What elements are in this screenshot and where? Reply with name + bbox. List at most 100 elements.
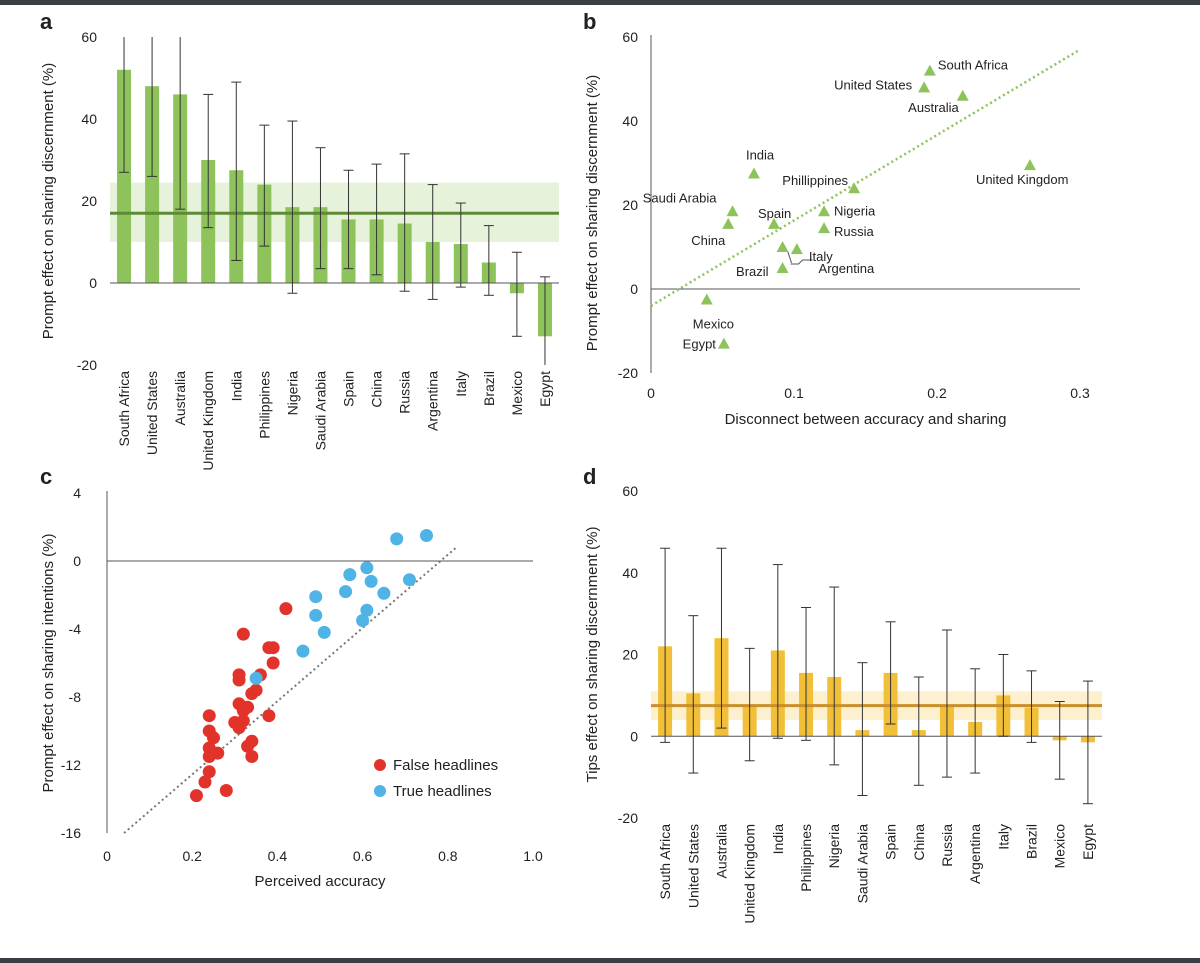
data-point — [309, 608, 323, 622]
error-bar-united-states — [147, 37, 158, 177]
error-bar-mexico — [511, 251, 522, 337]
point-china — [722, 217, 735, 229]
category-label-philippines: Philippines — [256, 371, 272, 439]
error-bar-nigeria — [829, 586, 840, 766]
trend-line — [123, 546, 457, 834]
y-tick-label: 0 — [73, 553, 81, 569]
y-tick-label: 20 — [622, 197, 638, 213]
data-point — [202, 709, 216, 723]
data-point — [219, 784, 233, 797]
category-label-india: India — [228, 371, 244, 402]
y-tick-label: -4 — [69, 621, 82, 637]
point-label-brazil: Brazil — [736, 264, 769, 279]
x-tick-label: 0.2 — [927, 385, 947, 401]
panel-a: -20 0 20 40 60 South Africa United States Austr… — [40, 29, 559, 471]
error-bar-spain — [343, 169, 354, 270]
data-point — [309, 590, 323, 604]
y-tick-label: -20 — [77, 357, 97, 373]
y-tick-label: -20 — [618, 365, 638, 381]
x-tick-label: 0.6 — [353, 848, 373, 864]
panel-c: -16 -12 -8 -4 0 4 0 0.2 0.4 0.6 0.8 1.0 False headli… — [40, 485, 543, 890]
error-bar-argentina — [970, 668, 981, 774]
data-point — [198, 775, 212, 789]
point-label-australia: Australia — [908, 100, 959, 115]
category-label-italy: Italy — [995, 824, 1011, 850]
data-point — [236, 704, 250, 718]
point-label-india: India — [746, 148, 775, 163]
category-label-china: China — [911, 824, 927, 861]
data-point — [189, 789, 203, 803]
category-label-mexico: Mexico — [1052, 824, 1068, 869]
point-spain — [767, 217, 780, 229]
error-bar-australia — [175, 37, 186, 210]
legend-marker-true-headlines — [374, 785, 386, 797]
data-point — [245, 687, 259, 701]
error-bar-china — [371, 163, 382, 276]
point-label-spain: Spain — [758, 206, 791, 221]
point-brazil — [776, 241, 789, 252]
panel-letter-c: c — [40, 464, 52, 489]
leader-line-argentina — [790, 259, 813, 265]
category-label-south-africa: South Africa — [657, 824, 673, 900]
category-label-mexico: Mexico — [509, 371, 525, 416]
y-axis-label: Tips effect on sharing discernment (%) — [584, 527, 601, 783]
category-label-argentina: Argentina — [967, 824, 983, 884]
data-point — [377, 586, 391, 600]
series-true-headlines — [249, 529, 433, 685]
data-point — [402, 573, 416, 587]
category-label-egypt: Egypt — [1080, 824, 1096, 860]
panel-letter-d: d — [583, 464, 596, 489]
data-point — [202, 750, 216, 763]
data-point — [232, 673, 246, 687]
point-label-russia: Russia — [834, 224, 875, 239]
y-tick-label: 20 — [622, 647, 638, 663]
x-tick-label: 0.2 — [182, 848, 202, 864]
data-point — [420, 529, 433, 542]
category-label-argentina: Argentina — [425, 371, 441, 431]
data-point — [279, 602, 293, 616]
legend-label-true-headlines: True headlines — [393, 783, 492, 800]
panel-d: -20 0 20 40 60 South Africa United States Austr… — [584, 483, 1102, 924]
category-label-saudi-arabia: Saudi Arabia — [312, 371, 328, 451]
category-label-brazil: Brazil — [481, 371, 497, 406]
category-label-italy: Italy — [453, 371, 469, 397]
y-tick-label: -20 — [618, 810, 638, 826]
category-label-brazil: Brazil — [1024, 824, 1040, 859]
y-tick-label: 60 — [622, 483, 638, 499]
error-bar-united-kingdom — [203, 93, 214, 229]
x-tick-label: 0 — [647, 385, 655, 401]
category-label-united-states: United States — [144, 371, 160, 455]
bar-south-africa — [117, 69, 132, 283]
x-axis-label: Perceived accuracy — [255, 873, 386, 890]
error-bar-egypt — [539, 276, 550, 365]
point-argentina — [776, 262, 789, 273]
error-bar-nigeria — [287, 120, 298, 294]
error-bar-india — [772, 564, 783, 739]
category-label-nigeria: Nigeria — [284, 371, 300, 416]
category-label-australia: Australia — [172, 371, 188, 426]
y-tick-label: 0 — [630, 281, 638, 297]
category-label-australia: Australia — [713, 824, 729, 879]
x-tick-label: 0.4 — [268, 848, 288, 864]
top-border — [0, 0, 1200, 5]
category-label-russia: Russia — [397, 371, 413, 414]
error-bar-united-states — [688, 615, 699, 774]
x-tick-label: 0.8 — [438, 848, 458, 864]
point-label-united-kingdom: United Kingdom — [976, 172, 1068, 187]
y-tick-label: 40 — [622, 113, 638, 129]
error-bar-australia — [716, 547, 727, 729]
y-tick-label: 0 — [630, 728, 638, 744]
data-point — [207, 731, 220, 745]
point-united-states — [918, 81, 931, 93]
error-bar-saudi-arabia — [857, 662, 868, 797]
leader-line-brazil — [787, 250, 793, 264]
trend-line — [650, 48, 1081, 307]
error-bar-russia — [399, 153, 410, 292]
category-label-philippines: Philippines — [798, 824, 814, 892]
error-bar-brazil — [483, 225, 494, 296]
error-bar-spain — [885, 621, 896, 725]
point-saudi-arabia — [726, 205, 739, 217]
data-point — [343, 568, 357, 582]
y-tick-label: -16 — [61, 825, 81, 841]
error-bar-egypt — [1082, 680, 1093, 805]
